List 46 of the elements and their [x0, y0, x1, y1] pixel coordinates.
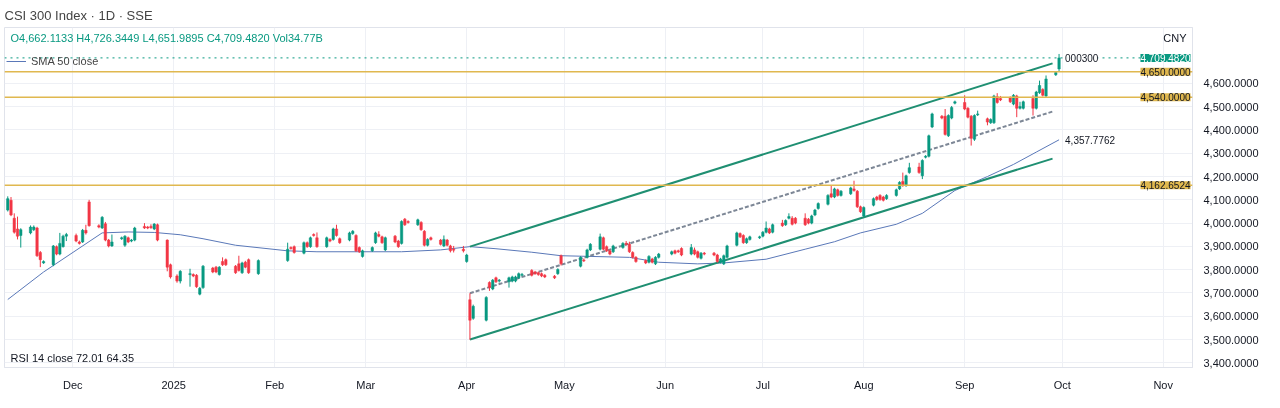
- candlestick: [16, 216, 19, 240]
- ref-line-label: 4,162.6524: [1140, 180, 1191, 192]
- x-tick-label: Oct: [1053, 378, 1071, 391]
- candlestick: [289, 245, 293, 251]
- candlestick: [286, 242, 290, 263]
- y-tick-label: 4,300.0000: [1203, 147, 1259, 160]
- annotation: 000300: [1065, 52, 1099, 64]
- x-tick-label: Apr: [458, 378, 476, 391]
- y-tick-label: 3,500.0000: [1203, 333, 1259, 346]
- ref-line-label: 4,709.4820: [1140, 52, 1191, 64]
- y-tick-label: 3,600.0000: [1203, 310, 1259, 323]
- x-tick-label: Aug: [853, 378, 874, 391]
- annotation: CNY: [1163, 31, 1188, 44]
- ref-line-label: 4,540.0000: [1140, 92, 1191, 104]
- legend-label: SMA 50 close: [31, 55, 99, 67]
- annotation: RSI 14 close 72.01 64.35: [10, 351, 135, 364]
- y-tick-label: 4,200.0000: [1203, 170, 1259, 183]
- y-tick-label: 4,600.0000: [1203, 77, 1259, 90]
- y-tick-label: 3,700.0000: [1203, 286, 1259, 299]
- ref-line-label: 4,650.0000: [1140, 66, 1191, 78]
- y-tick-label: 4,400.0000: [1203, 123, 1259, 136]
- x-tick-label: Dec: [63, 378, 84, 391]
- x-tick-label: Jul: [755, 378, 770, 391]
- annotation: 4,357.7762: [1065, 134, 1116, 146]
- y-tick-label: 4,100.0000: [1203, 193, 1259, 206]
- candlestick: [972, 113, 976, 142]
- x-tick-label: Feb: [265, 378, 285, 391]
- candlestick: [19, 227, 23, 249]
- candlestick: [787, 212, 791, 220]
- x-tick-label: Nov: [1153, 378, 1174, 391]
- y-tick-label: 3,400.0000: [1203, 356, 1259, 369]
- line-series: [7, 139, 1060, 300]
- chart-subtitle: O4,662.1133 H4,726.3449 L4,651.9895 C4,709.4820 Vol34.77B: [10, 31, 323, 44]
- x-tick-label: Mar: [356, 378, 376, 391]
- x-tick-label: May: [553, 378, 576, 391]
- y-tick-label: 3,900.0000: [1203, 240, 1259, 253]
- x-tick-label: Jun: [656, 378, 675, 391]
- x-tick-label: Sep: [954, 378, 975, 391]
- x-tick-label: 2025: [161, 378, 186, 391]
- chart-title: CSI 300 Index · 1D · SSE: [4, 7, 153, 23]
- candlestick: [1031, 94, 1035, 117]
- y-tick-label: 4,500.0000: [1203, 100, 1259, 113]
- y-tick-label: 3,800.0000: [1203, 263, 1259, 276]
- candlestick: [51, 244, 55, 267]
- y-tick-label: 4,000.0000: [1203, 217, 1259, 230]
- candlestick: [484, 295, 488, 322]
